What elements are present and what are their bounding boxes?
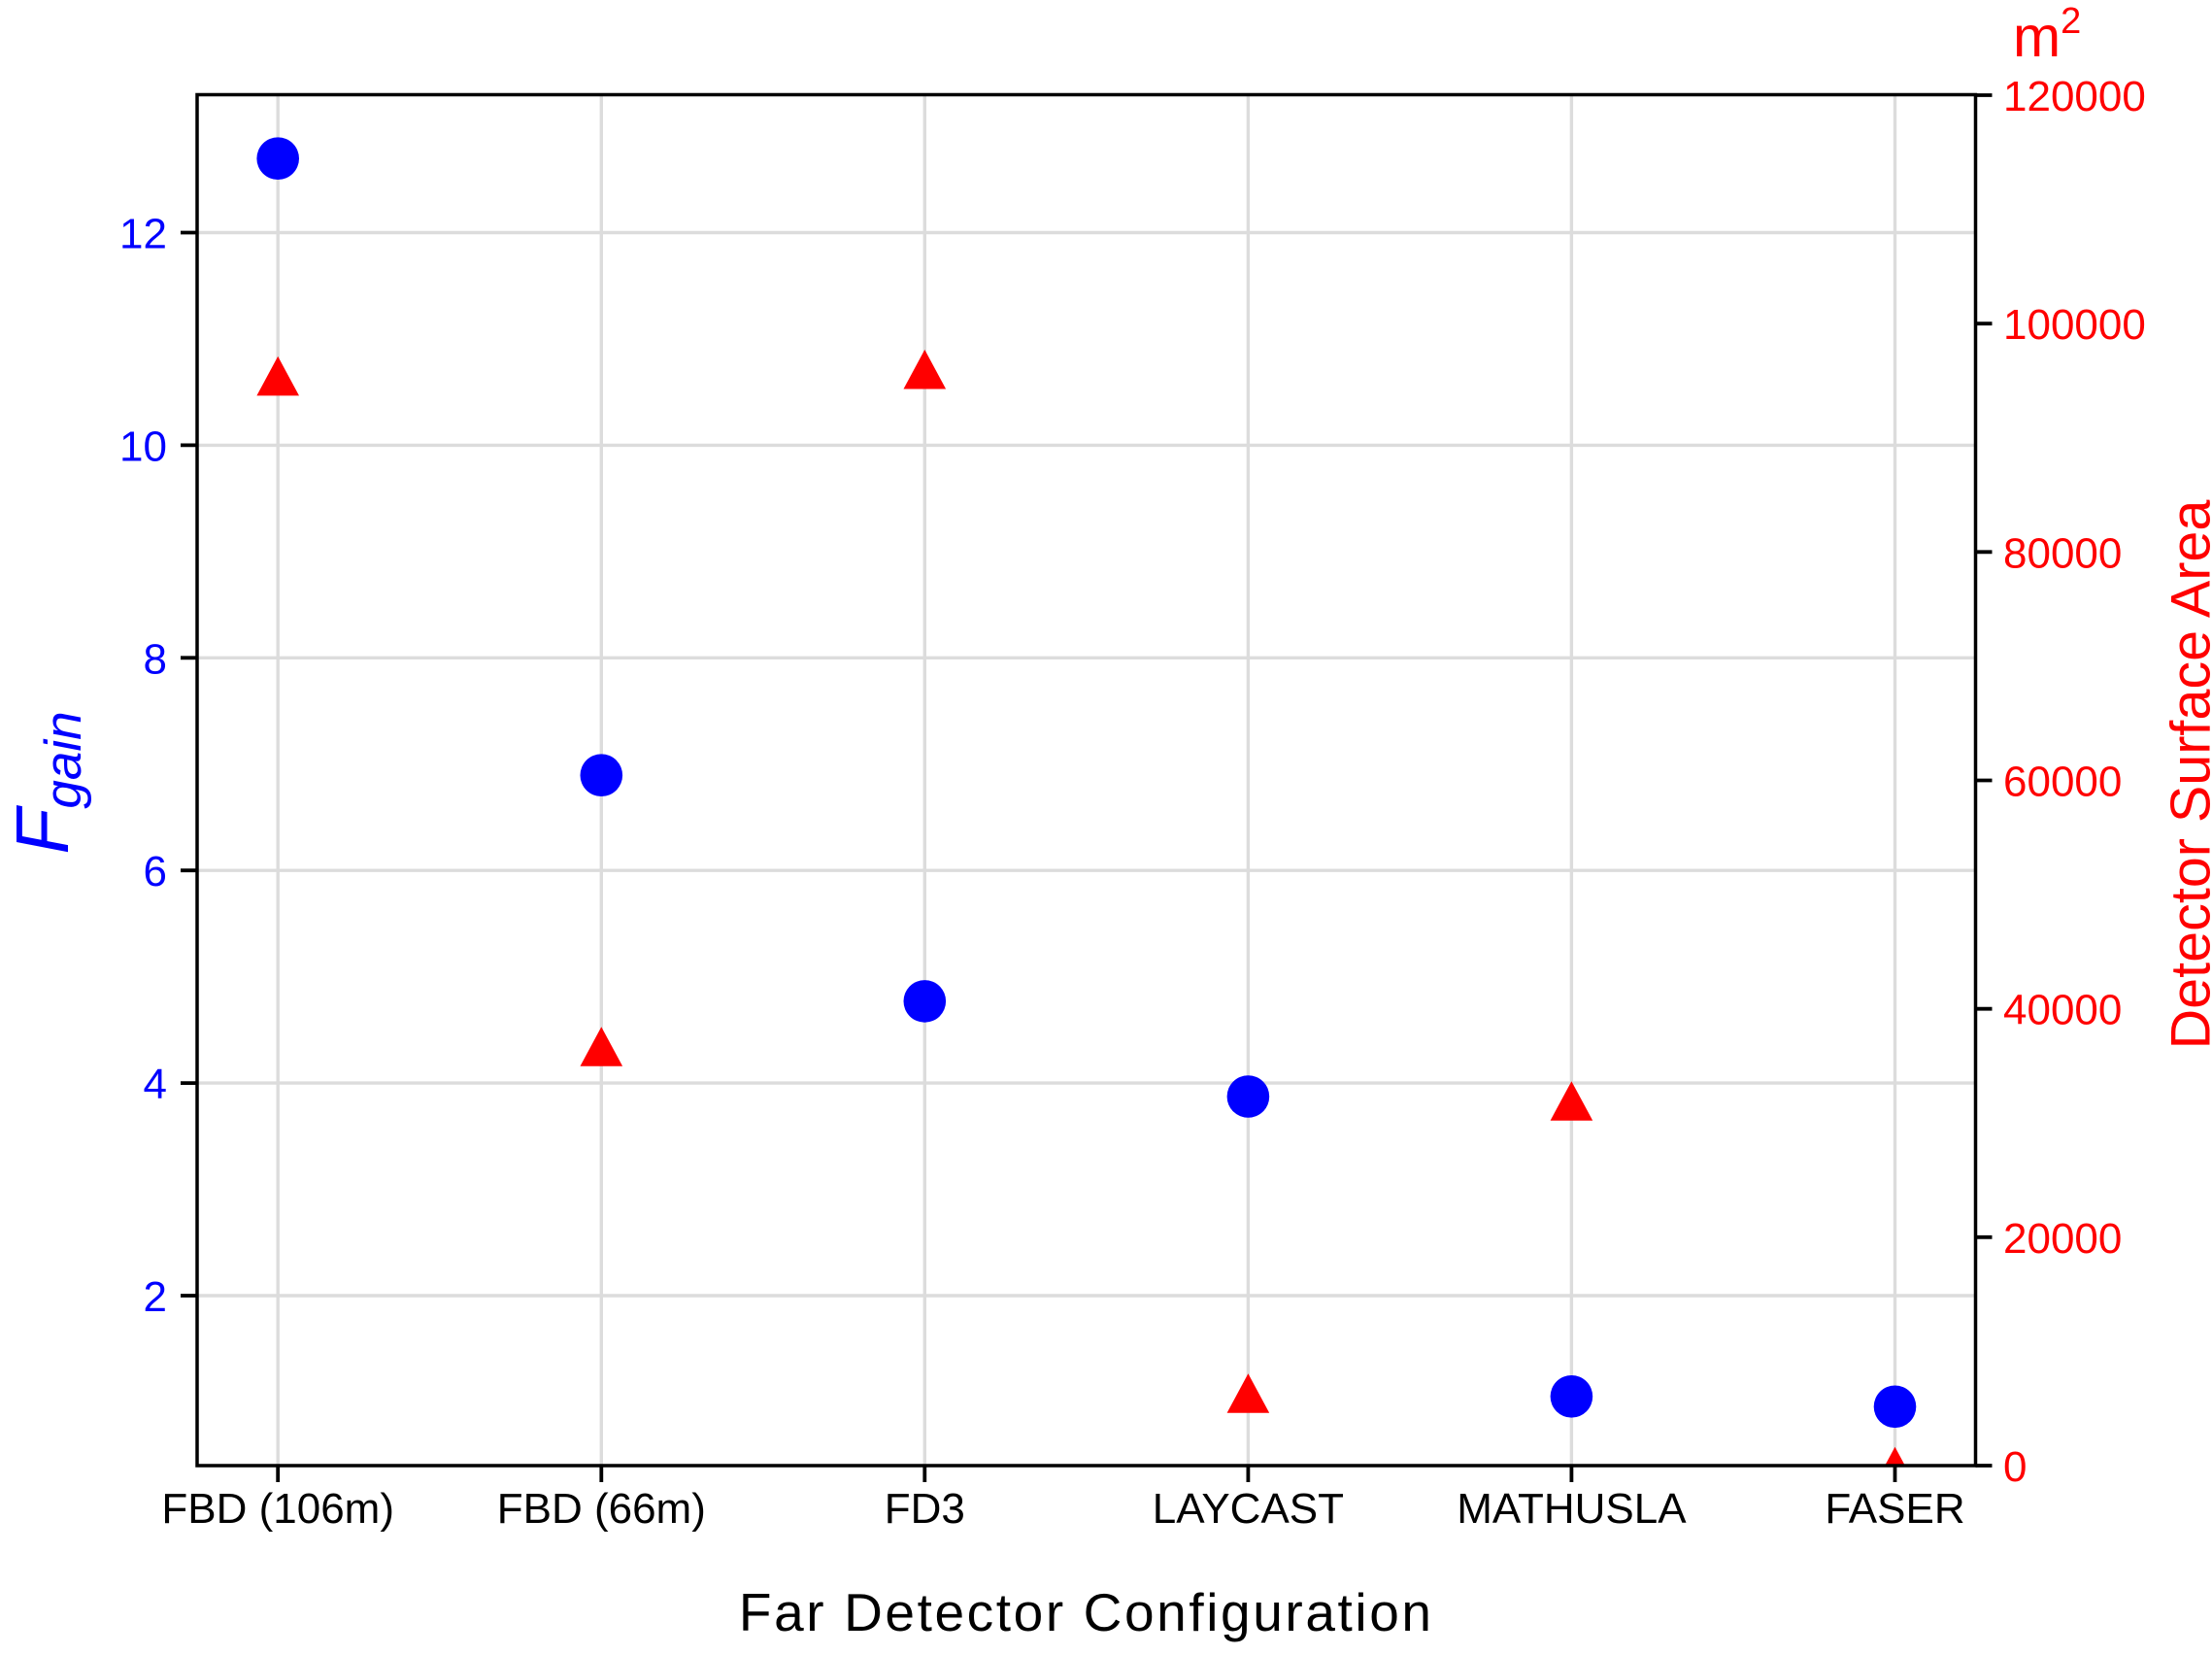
svg-text:12: 12: [119, 211, 167, 258]
svg-text:60000: 60000: [2003, 759, 2122, 806]
svg-text:4: 4: [144, 1061, 167, 1108]
svg-text:MATHUSLA: MATHUSLA: [1457, 1485, 1687, 1533]
svg-text:100000: 100000: [2003, 301, 2146, 349]
svg-text:Detector Surface Area: Detector Surface Area: [2161, 500, 2212, 1050]
svg-text:FASER: FASER: [1825, 1485, 1964, 1533]
svg-text:20000: 20000: [2003, 1215, 2122, 1263]
svg-text:6: 6: [144, 848, 167, 895]
svg-text:8: 8: [144, 635, 167, 683]
svg-text:Fgain: Fgain: [1, 711, 92, 854]
svg-text:0: 0: [2003, 1443, 2027, 1491]
svg-text:LAYCAST: LAYCAST: [1153, 1485, 1344, 1533]
svg-text:FBD (106m): FBD (106m): [161, 1485, 394, 1533]
svg-text:40000: 40000: [2003, 987, 2122, 1034]
svg-text:m2: m2: [2013, 1, 2081, 69]
svg-text:FD3: FD3: [885, 1485, 965, 1533]
svg-text:120000: 120000: [2003, 73, 2146, 120]
svg-text:Far Detector Configuration: Far Detector Configuration: [739, 1582, 1434, 1642]
svg-text:80000: 80000: [2003, 529, 2122, 577]
svg-text:2: 2: [144, 1273, 167, 1321]
svg-text:10: 10: [119, 422, 167, 470]
svg-text:FBD (66m): FBD (66m): [497, 1485, 706, 1533]
